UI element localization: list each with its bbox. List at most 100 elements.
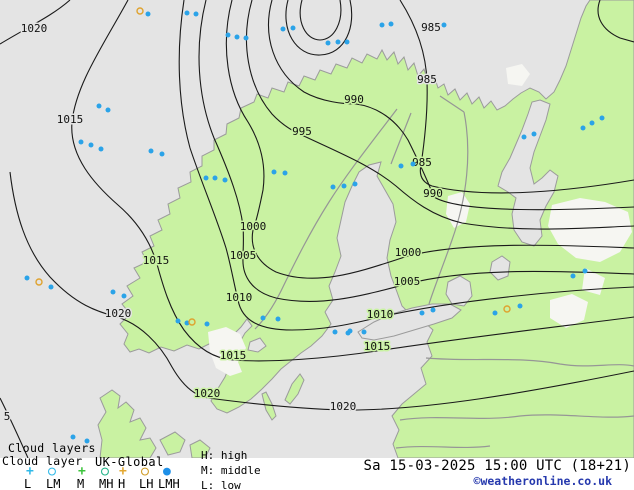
isobar-label: 995 — [292, 125, 312, 138]
cloud-dot-lmh — [599, 115, 605, 121]
cloud-dot-lmh — [159, 151, 165, 157]
cloud-dot-lmh — [582, 268, 588, 274]
isobar-label: 1000 — [395, 246, 422, 259]
cloud-dot-lmh — [347, 328, 353, 334]
isobar-label: 985 — [421, 21, 441, 34]
isobar-label: 5 — [4, 410, 11, 423]
cloud-dot-lmh — [78, 139, 84, 145]
footer-background — [0, 458, 634, 490]
cloud-dot-lmh — [96, 103, 102, 109]
cloud-dot-lmh — [388, 21, 394, 27]
cloud-dot-lmh — [271, 169, 277, 175]
gulf-of-finland — [357, 303, 462, 341]
cloud-dot-lmh — [222, 177, 228, 183]
model-name: UK-Global — [95, 455, 164, 469]
legend-title-line1: Cloud layers — [8, 441, 96, 455]
cloud-dot-lmh — [332, 329, 338, 335]
legend-symbol-label-lmh: LMH — [158, 477, 180, 490]
cloud-dot-lmh — [352, 181, 358, 187]
cloud-symbol-rings — [35, 7, 511, 326]
cloud-dot-lmh — [570, 273, 576, 279]
cloud-dot-lmh — [410, 161, 416, 167]
land-denmark-jutland — [97, 389, 157, 458]
legend-symbol-m: + — [78, 464, 86, 479]
isobar-label: 1015 — [220, 349, 247, 362]
cloud-dot-lmh — [48, 284, 54, 290]
copyright-link[interactable]: ©weatheronline.co.uk — [473, 474, 612, 488]
cloud-ring-lh — [136, 7, 144, 15]
cloud-dot-lmh — [531, 131, 537, 137]
cloud-dot-lmh — [24, 275, 30, 281]
cloud-dot-lmh — [243, 35, 249, 41]
legend-symbol-label-mh: MH — [99, 477, 114, 490]
pressure-cloud-map: 1020 1015 1015 1020 5 995 990 985 985 985 990 1000 1… — [0, 0, 634, 458]
legend-definitions: H: high M: middle L: low — [201, 448, 261, 490]
cloud-ring-lh — [503, 305, 511, 313]
cloud-dot-lmh — [361, 329, 367, 335]
legend-symbol-lmh: ● — [163, 464, 171, 479]
legend-symbol-label-m: M — [77, 477, 85, 490]
cloud-dot-lmh — [419, 310, 425, 316]
cloud-dot-lmh — [184, 320, 190, 326]
legend-symbol-label-lh: LH — [139, 477, 154, 490]
cloud-dot-lmh — [430, 307, 436, 313]
legend-symbol-lm: ○ — [48, 464, 56, 479]
cloud-ring-lh — [35, 278, 43, 286]
legend-symbol-h: + — [119, 464, 127, 479]
isobar-label: 1000 — [240, 220, 267, 233]
cloud-dot-lmh — [88, 142, 94, 148]
cloud-level-definition: H: high — [201, 449, 248, 462]
isobar-label: 1010 — [226, 291, 253, 304]
isobar-label: 1020 — [21, 22, 48, 35]
land-gotland — [284, 373, 305, 405]
cloud-ring-lh — [188, 318, 196, 326]
isobar-label: 1015 — [57, 113, 84, 126]
cloud-dot-lmh — [105, 107, 111, 113]
cloud-dot-lmh — [184, 10, 190, 16]
cloud-dot-lmh — [325, 40, 331, 46]
land-denmark-islands — [159, 431, 211, 458]
cloud-dot-lmh — [341, 183, 347, 189]
cloud-dot-lmh — [260, 315, 266, 321]
cloud-dot-lmh — [110, 289, 116, 295]
cloud-dot-lmh — [204, 321, 210, 327]
lake-ladoga — [445, 275, 473, 307]
cloud-dot-lmh — [121, 293, 127, 299]
cloud-dot-lmh — [589, 120, 595, 126]
isobar-label: 985 — [412, 156, 432, 169]
cloud-dot-lmh — [70, 434, 76, 440]
cloud-dot-lmh — [344, 39, 350, 45]
isobar-label: 1010 — [367, 308, 394, 321]
land-scandinavia — [119, 0, 634, 458]
isobar-label: 1015 — [143, 254, 170, 267]
cloud-dot-lmh — [280, 26, 286, 32]
cloud-dot-lmh — [193, 11, 199, 17]
cloud-dot-lmh — [398, 163, 404, 169]
cloud-dot-lmh — [275, 316, 281, 322]
cloud-dot-lmh — [517, 303, 523, 309]
cloud-dot-lmh — [225, 32, 231, 38]
cloud-dot-lmh — [234, 34, 240, 40]
cloud-dot-lmh — [330, 184, 336, 190]
isobar-label: 990 — [344, 93, 364, 106]
cloud-level-definition: L: low — [201, 479, 241, 490]
isobar-label: 1020 — [105, 307, 132, 320]
isobar-value-labels: 1020 1015 1015 1020 5 995 990 985 985 985 990 1000 1… — [2, 20, 444, 425]
cloud-dot-lmh — [379, 22, 385, 28]
cloud-dot-lmh — [441, 22, 447, 28]
legend-symbol-label-h: H — [118, 477, 126, 490]
cloud-dot-lmh — [148, 148, 154, 154]
cloud-dot-lmh — [98, 146, 104, 152]
cloud-dot-lmh — [145, 11, 151, 17]
legend-symbol-l: + — [26, 464, 34, 479]
cloud-dot-lmh — [492, 310, 498, 316]
legend-symbol-label-lm: LM — [46, 477, 61, 490]
isobar-label: 1020 — [330, 400, 357, 413]
lake-vanern — [247, 337, 267, 353]
legend-symbol-lh: ○ — [141, 464, 149, 479]
isobar-label: 1015 — [364, 340, 391, 353]
cloud-dot-lmh — [175, 318, 181, 324]
country-borders — [254, 95, 634, 449]
cloud-dot-lmh — [290, 25, 296, 31]
